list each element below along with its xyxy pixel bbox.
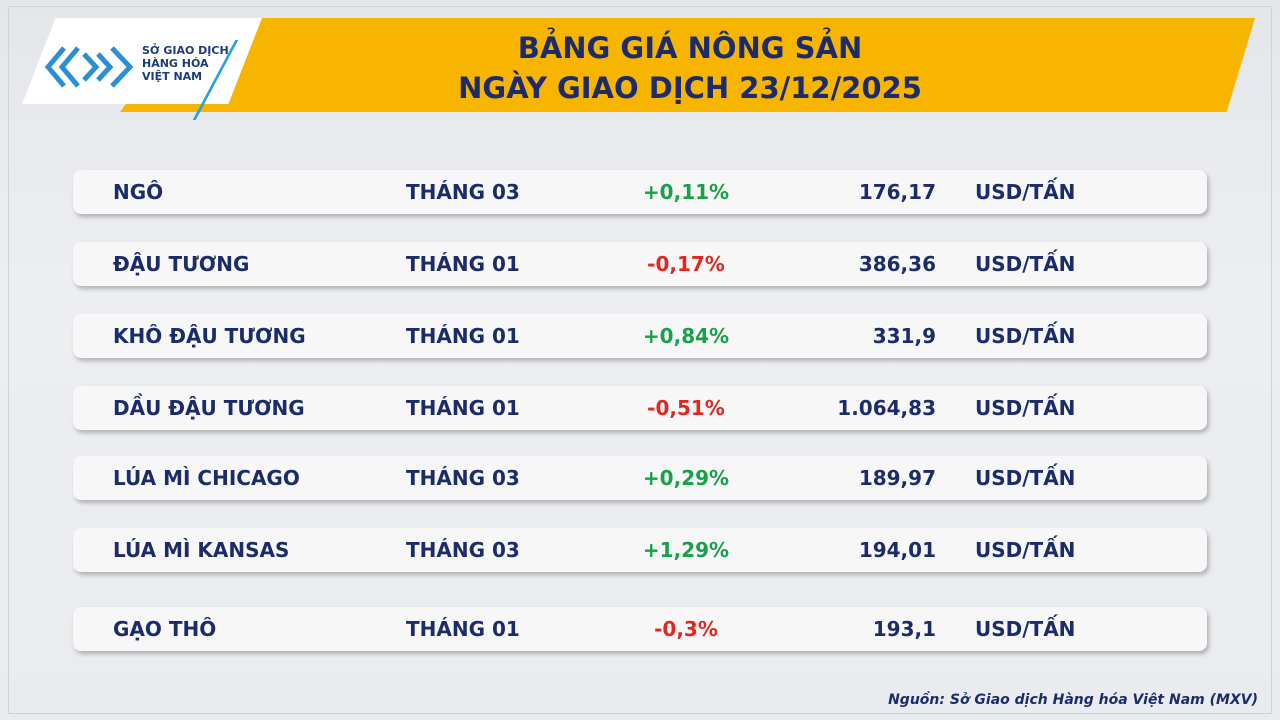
title-line: NGÀY GIAO DỊCH 23/12/2025: [458, 71, 922, 105]
unit: USD/TẤN: [975, 466, 1076, 490]
table-row: LÚA MÌ KANSAS THÁNG 03 +1,29% 194,01 USD/TẤN: [73, 528, 1207, 572]
frame: [8, 6, 1272, 714]
logo-line: HÀNG HÓA: [142, 57, 209, 70]
contract-month: THÁNG 01: [406, 396, 520, 420]
product-name: DẦU ĐẬU TƯƠNG: [113, 396, 305, 420]
product-name: GẠO THÔ: [113, 617, 217, 641]
contract-month: THÁNG 01: [406, 324, 520, 348]
unit: USD/TẤN: [975, 617, 1076, 641]
logo-line: SỞ GIAO DỊCH: [142, 44, 229, 57]
logo-background: [22, 18, 262, 104]
contract-month: THÁNG 03: [406, 466, 520, 490]
price: 386,36: [858, 252, 936, 276]
product-name: LÚA MÌ KANSAS: [113, 538, 290, 562]
price: 194,01: [858, 538, 936, 562]
contract-month: THÁNG 03: [406, 538, 520, 562]
price: 176,17: [858, 180, 936, 204]
price-change: -0,17%: [647, 252, 725, 276]
table-row: ĐẬU TƯƠNG THÁNG 01 -0,17% 386,36 USD/TẤN: [73, 242, 1207, 286]
product-name: ĐẬU TƯƠNG: [113, 252, 250, 276]
unit: USD/TẤN: [975, 396, 1076, 420]
price-change: +0,84%: [642, 324, 730, 348]
title-line: BẢNG GIÁ NÔNG SẢN: [517, 31, 863, 65]
price-change: -0,51%: [647, 396, 725, 420]
title: BẢNG GIÁ NÔNG SẢN NGÀY GIAO DỊCH 23/12/2…: [330, 28, 1050, 108]
table-row: GẠO THÔ THÁNG 01 -0,3% 193,1 USD/TẤN: [73, 607, 1207, 651]
contract-month: THÁNG 03: [406, 180, 520, 204]
source-note: Nguồn: Sở Giao dịch Hàng hóa Việt Nam (M…: [888, 692, 1258, 708]
unit: USD/TẤN: [975, 538, 1076, 562]
table-row: NGÔ THÁNG 03 +0,11% 176,17 USD/TẤN: [73, 170, 1207, 214]
price: 193,1: [872, 617, 936, 641]
table-row: LÚA MÌ CHICAGO THÁNG 03 +0,29% 189,97 USD/TẤ…: [73, 456, 1207, 500]
table-row: DẦU ĐẬU TƯƠNG THÁNG 01 -0,51% 1.064,83 USD/T…: [73, 386, 1207, 430]
unit: USD/TẤN: [975, 180, 1076, 204]
unit: USD/TẤN: [975, 252, 1076, 276]
product-name: NGÔ: [113, 180, 164, 204]
logo-text: SỞ GIAO DỊCH HÀNG HÓA VIỆT NAM: [142, 44, 229, 83]
price: 1.064,83: [837, 396, 936, 420]
price-change: +0,11%: [642, 180, 730, 204]
contract-month: THÁNG 01: [406, 617, 520, 641]
unit: USD/TẤN: [975, 324, 1076, 348]
contract-month: THÁNG 01: [406, 252, 520, 276]
price-change: +1,29%: [642, 538, 730, 562]
price-change: -0,3%: [654, 617, 718, 641]
product-name: KHÔ ĐẬU TƯƠNG: [113, 324, 306, 348]
table-row: KHÔ ĐẬU TƯƠNG THÁNG 01 +0,84% 331,9 USD/TẤN: [73, 314, 1207, 358]
product-name: LÚA MÌ CHICAGO: [113, 466, 300, 490]
title-banner: [120, 18, 1255, 112]
price: 331,9: [872, 324, 936, 348]
price-change: +0,29%: [642, 466, 730, 490]
price: 189,97: [858, 466, 936, 490]
logo-icon: [44, 46, 134, 88]
logo-line: VIỆT NAM: [142, 70, 203, 83]
